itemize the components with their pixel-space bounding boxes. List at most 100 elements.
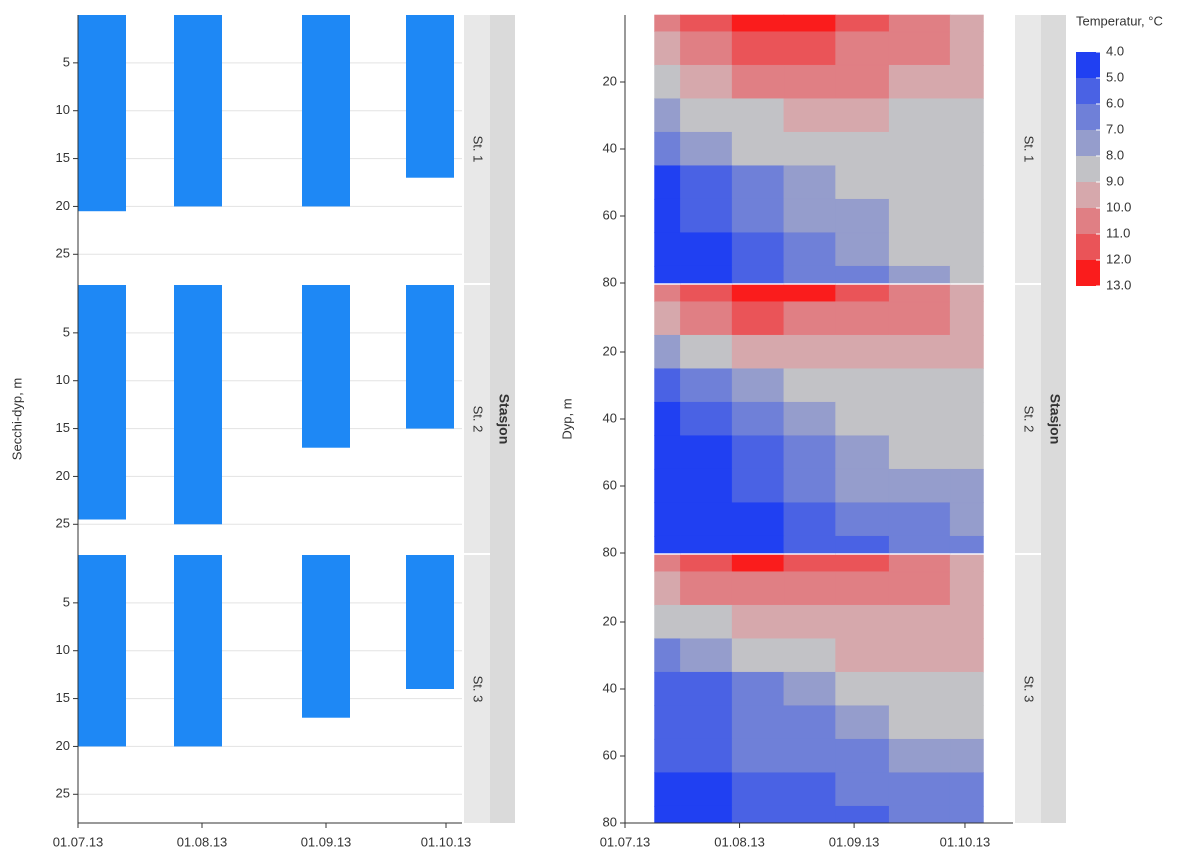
legend-label: 6.0	[1106, 95, 1124, 110]
contour-cell	[835, 165, 890, 200]
contour-cell	[731, 535, 785, 554]
contour-cell	[654, 738, 681, 774]
contour-cell	[835, 772, 890, 807]
contour-cell	[949, 334, 984, 370]
contour-cell	[731, 334, 785, 370]
y-tick-label: 5	[63, 54, 70, 69]
contour-cell	[680, 31, 733, 66]
facet-group-label: Stasjon	[496, 394, 512, 445]
y-axis-title: Dyp, m	[559, 398, 574, 439]
contour-cell	[783, 301, 836, 336]
contour-cell	[731, 64, 785, 100]
legend-color-band	[1076, 130, 1100, 156]
contour-cell	[949, 738, 984, 774]
contour-cell	[783, 435, 836, 470]
contour-cell	[731, 31, 785, 66]
panel-background	[78, 285, 462, 553]
contour-cell	[654, 535, 681, 554]
contour-cell	[835, 232, 890, 267]
contour-cell	[949, 284, 984, 303]
contour-cell	[888, 435, 951, 470]
y-tick-label: 80	[603, 814, 617, 829]
facet-strip-label: St. 1	[471, 136, 486, 163]
x-tick-label: 01.09.13	[829, 834, 880, 849]
contour-cell	[654, 198, 681, 234]
contour-cell	[731, 554, 785, 573]
panel-background	[78, 555, 462, 823]
contour-cell	[949, 638, 984, 673]
contour-cell	[888, 571, 951, 606]
contour-cell	[835, 535, 890, 554]
contour-cell	[949, 571, 984, 606]
facet-strip	[1015, 15, 1041, 283]
contour-cell	[888, 604, 951, 640]
contour-cell	[783, 571, 836, 606]
contour-cell	[888, 671, 951, 707]
contour-cell	[731, 738, 785, 774]
bar	[78, 15, 126, 212]
contour-cell	[783, 638, 836, 673]
legend-color-band	[1076, 182, 1100, 208]
legend-color-band	[1076, 260, 1100, 286]
contour-cell	[654, 468, 681, 504]
contour-cell	[680, 401, 733, 437]
y-tick-label: 20	[603, 613, 617, 628]
y-tick-label: 20	[603, 73, 617, 88]
y-tick-label: 40	[603, 680, 617, 695]
contour-cell	[680, 131, 733, 167]
legend-label: 4.0	[1106, 43, 1124, 58]
contour-cell	[731, 265, 785, 284]
contour-cell	[888, 554, 951, 573]
contour-cell	[949, 98, 984, 133]
contour-cell	[783, 284, 836, 303]
contour-cell	[680, 738, 733, 774]
contour-cell	[888, 334, 951, 370]
contour-cell	[949, 401, 984, 437]
contour-cell	[731, 14, 785, 33]
contour-cell	[731, 368, 785, 403]
facet-strip-label: St. 1	[1022, 136, 1037, 163]
y-tick-label: 80	[603, 274, 617, 289]
x-tick-label: 01.08.13	[177, 834, 228, 849]
y-tick-label: 15	[56, 420, 70, 435]
bar	[406, 285, 454, 429]
legend-label: 9.0	[1106, 173, 1124, 188]
contour-cell	[731, 604, 785, 640]
contour-cell	[731, 198, 785, 234]
contour-cell	[835, 334, 890, 370]
contour-cell	[949, 14, 984, 33]
contour-cell	[888, 535, 951, 554]
contour-cell	[888, 638, 951, 673]
contour-cell	[731, 502, 785, 537]
legend-label: 7.0	[1106, 121, 1124, 136]
contour-cell	[680, 435, 733, 470]
x-tick-label: 01.09.13	[301, 834, 352, 849]
facet-strip	[1015, 285, 1041, 553]
facet-strip-label: St. 3	[471, 676, 486, 703]
contour-cell	[654, 604, 681, 640]
x-tick-label: 01.07.13	[53, 834, 104, 849]
contour-cell	[835, 671, 890, 707]
y-tick-label: 5	[63, 324, 70, 339]
y-tick-label: 25	[56, 246, 70, 261]
contour-cell	[680, 265, 733, 284]
panel-background	[78, 15, 462, 283]
contour-cell	[680, 14, 733, 33]
contour-cell	[654, 805, 681, 824]
x-tick-label: 01.08.13	[714, 834, 765, 849]
contour-cell	[654, 571, 681, 606]
contour-cell	[654, 435, 681, 470]
contour-cell	[835, 604, 890, 640]
contour-cell	[888, 232, 951, 267]
contour-cell	[835, 64, 890, 100]
legend-color-band	[1076, 234, 1100, 260]
contour-cell	[731, 131, 785, 167]
contour-cell	[731, 284, 785, 303]
y-tick-label: 60	[603, 477, 617, 492]
contour-cell	[888, 468, 951, 504]
facet-strip-label: St. 2	[1022, 406, 1037, 433]
contour-cell	[680, 502, 733, 537]
legend-label: 5.0	[1106, 69, 1124, 84]
contour-cell	[888, 98, 951, 133]
y-axis-title: Secchi-dyp, m	[9, 378, 24, 460]
